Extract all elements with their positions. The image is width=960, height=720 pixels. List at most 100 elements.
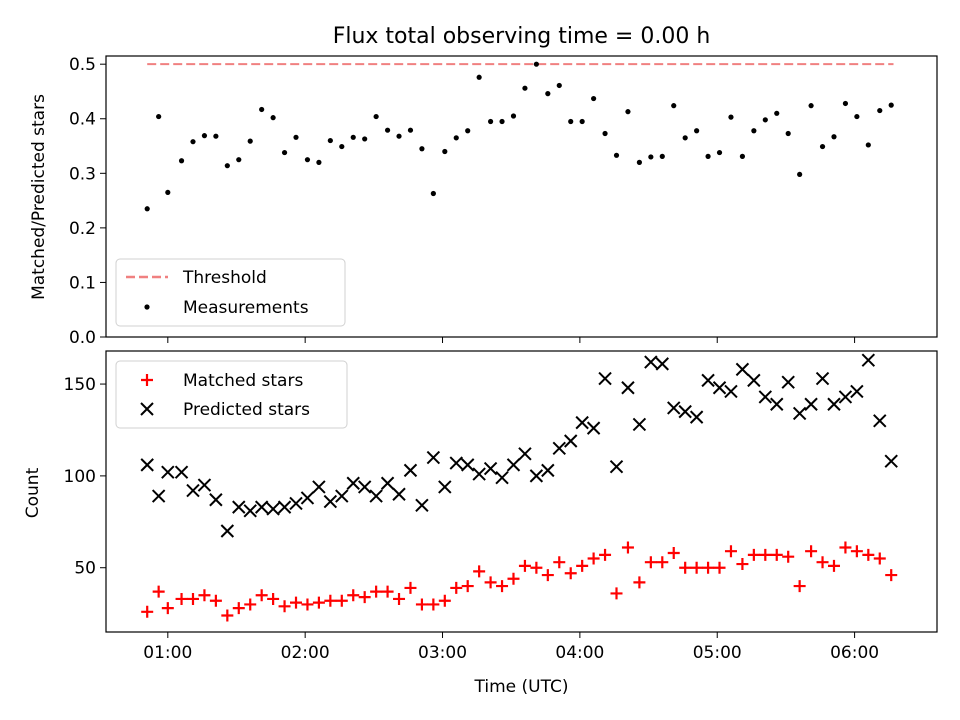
predicted-star-point bbox=[575, 415, 589, 430]
predicted-star-point bbox=[232, 500, 246, 514]
measurement-point bbox=[625, 109, 631, 115]
predicted-star-point bbox=[380, 476, 395, 490]
matched-star-point bbox=[484, 576, 497, 589]
matched-star-point bbox=[621, 541, 634, 554]
matched-legend-label: Matched stars bbox=[183, 371, 303, 391]
matched-star-point bbox=[770, 548, 783, 561]
matched-star-point bbox=[438, 594, 451, 607]
predicted-star-point bbox=[758, 390, 773, 404]
y-tick-label: 0.3 bbox=[69, 164, 96, 184]
predicted-star-point bbox=[598, 371, 612, 386]
predicted-star-point bbox=[644, 355, 658, 369]
predicted-star-point bbox=[415, 498, 429, 512]
top-y-axis-label: Matched/Predicted stars bbox=[29, 94, 49, 300]
matched-star-point bbox=[564, 567, 577, 580]
matched-star-point bbox=[507, 572, 520, 585]
predicted-star-point bbox=[266, 502, 280, 516]
threshold-legend-label: Threshold bbox=[182, 268, 267, 288]
matched-star-point bbox=[450, 581, 463, 594]
matched-star-point bbox=[724, 545, 737, 558]
predicted-star-point bbox=[161, 465, 175, 479]
measurement-point bbox=[648, 154, 654, 160]
matched-star-point bbox=[141, 605, 154, 618]
matched-star-point bbox=[885, 569, 898, 582]
predicted-star-point bbox=[449, 456, 463, 470]
predicted-star-point bbox=[220, 524, 235, 538]
x-tick-label: 02:00 bbox=[281, 643, 330, 663]
predicted-star-point bbox=[781, 375, 795, 389]
matched-star-point bbox=[415, 598, 428, 611]
predicted-star-point bbox=[541, 463, 555, 478]
matched-star-point bbox=[381, 585, 394, 598]
predicted-star-point bbox=[861, 353, 876, 367]
measurement-point bbox=[236, 157, 242, 163]
predicted-legend-label: Predicted stars bbox=[183, 400, 310, 420]
predicted-star-point bbox=[884, 454, 898, 468]
bottom-plot-marks bbox=[140, 353, 898, 622]
predicted-star-point bbox=[667, 401, 681, 415]
matched-star-point bbox=[747, 548, 760, 561]
predicted-star-point bbox=[689, 410, 704, 424]
matched-star-point bbox=[873, 552, 886, 565]
predicted-star-point bbox=[392, 487, 406, 501]
measurement-point bbox=[156, 113, 162, 120]
predicted-star-point bbox=[552, 441, 566, 456]
predicted-star-point bbox=[506, 458, 521, 472]
measurement-point bbox=[591, 95, 597, 102]
measurement-point bbox=[865, 142, 871, 148]
measurement-point bbox=[510, 113, 517, 119]
matched-star-point bbox=[644, 556, 657, 569]
predicted-star-point bbox=[609, 459, 624, 474]
matched-star-point bbox=[473, 565, 486, 578]
measurement-point bbox=[339, 143, 345, 150]
matched-legend-swatch bbox=[141, 374, 153, 386]
predicted-star-point bbox=[735, 362, 750, 377]
measurement-point bbox=[465, 128, 471, 134]
x-tick-label: 05:00 bbox=[693, 643, 742, 663]
predicted-star-point bbox=[770, 397, 784, 411]
measurement-point bbox=[716, 149, 723, 156]
measurement-point bbox=[259, 106, 265, 113]
predicted-star-point bbox=[701, 373, 715, 388]
measurement-point bbox=[842, 100, 849, 107]
measurement-point bbox=[396, 133, 402, 139]
predicted-star-point bbox=[323, 494, 338, 509]
matched-star-point bbox=[152, 585, 165, 598]
measurement-point bbox=[671, 103, 677, 109]
predicted-star-point bbox=[140, 458, 154, 472]
y-tick-label: 0.4 bbox=[69, 110, 96, 130]
matched-star-point bbox=[530, 561, 543, 574]
matched-star-point bbox=[496, 580, 509, 593]
predicted-star-point bbox=[838, 390, 853, 404]
measurement-point bbox=[362, 136, 368, 142]
matched-star-point bbox=[335, 594, 348, 607]
predicted-star-point bbox=[403, 463, 418, 478]
bottom-x-axis: 01:00 02:00 03:00 04:00 05:00 06:00 bbox=[143, 632, 879, 663]
predicted-star-point bbox=[529, 469, 544, 483]
predicted-star-point bbox=[873, 414, 887, 428]
top-legend: Threshold Measurements bbox=[115, 258, 346, 327]
matched-star-point bbox=[221, 609, 234, 622]
measurement-point bbox=[808, 103, 814, 109]
matched-star-point bbox=[599, 548, 612, 561]
measurement-point bbox=[579, 118, 585, 125]
measurement-point bbox=[659, 153, 665, 159]
predicted-star-point bbox=[621, 381, 635, 395]
measurement-point bbox=[636, 159, 642, 165]
matched-star-point bbox=[553, 556, 566, 569]
bottom-legend-frame bbox=[115, 360, 348, 429]
bottom-plot-frame bbox=[105, 350, 938, 633]
top-panel: 0.0 0.1 0.2 0.3 0.4 0.5 Matched/Predicted sta… bbox=[29, 55, 938, 348]
predicted-star-point bbox=[827, 397, 841, 411]
predicted-star-point bbox=[151, 489, 166, 503]
measurement-point bbox=[350, 134, 356, 140]
matched-star-point bbox=[667, 547, 680, 560]
matched-star-point bbox=[461, 580, 474, 593]
measurement-point bbox=[304, 157, 311, 163]
matched-star-point bbox=[690, 561, 703, 574]
y-tick-label: 0.5 bbox=[69, 55, 96, 75]
measurement-point bbox=[831, 134, 837, 140]
matched-star-point bbox=[312, 596, 325, 609]
